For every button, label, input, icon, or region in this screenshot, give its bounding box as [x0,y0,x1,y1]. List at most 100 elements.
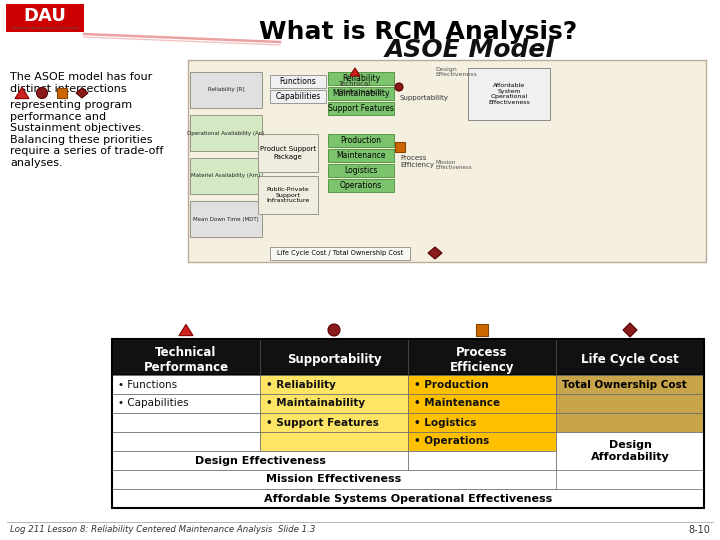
Bar [260,432,408,451]
Text: Affordable
System
Operational
Effectiveness: Affordable System Operational Effectiven… [488,83,530,105]
Bar [57,88,67,98]
Bar [112,394,260,413]
Text: Operational Availability (Ao): Operational Availability (Ao) [187,131,264,136]
Text: DAU: DAU [24,7,66,25]
Bar [328,87,394,100]
Text: Mission
Effectiveness: Mission Effectiveness [435,160,472,171]
Bar [112,470,556,489]
Bar [190,201,262,237]
Bar [328,72,394,85]
Circle shape [328,324,340,336]
Text: Life Cycle Cost / Total Ownership Cost: Life Cycle Cost / Total Ownership Cost [277,251,403,256]
Text: Supportability: Supportability [400,95,449,101]
Text: • Functions: • Functions [118,380,177,389]
Bar [328,102,394,115]
Bar [112,451,408,470]
Text: Operations: Operations [340,181,382,190]
Polygon shape [15,87,29,99]
Bar [328,149,394,162]
Circle shape [395,83,403,91]
Text: Design
Effectiveness: Design Effectiveness [435,66,477,77]
Text: Public-Private
Support
Infrastructure: Public-Private Support Infrastructure [266,187,310,203]
Text: Design
Affordability: Design Affordability [590,440,670,462]
Bar [468,68,550,120]
Text: Product Support
Package: Product Support Package [260,146,316,159]
Bar [328,179,394,192]
Bar [6,4,84,32]
Text: Materiel Availability (Am): Materiel Availability (Am) [192,173,261,179]
Bar [408,375,556,394]
Text: Capabilities: Capabilities [275,92,320,101]
Bar [556,413,704,432]
Bar [270,247,410,260]
Bar [408,413,556,432]
Text: Maintainability: Maintainability [332,89,390,98]
Bar [112,339,704,508]
Bar [556,375,704,394]
Bar [112,413,260,432]
Bar [556,432,704,470]
Bar [328,164,394,177]
Text: • Capabilities: • Capabilities [118,399,189,408]
Bar [328,134,394,147]
Text: Supportability: Supportability [287,353,382,366]
Polygon shape [428,247,442,259]
Bar [408,432,556,451]
Text: What is RCM Analysis?: What is RCM Analysis? [259,20,577,44]
Bar [190,115,262,151]
Bar [270,90,326,103]
Bar [556,432,704,451]
Text: Process
Efficiency: Process Efficiency [400,156,434,168]
Text: Technical
Performance: Technical Performance [143,346,228,374]
Bar [260,394,408,413]
Text: Design Effectiveness: Design Effectiveness [194,456,325,465]
Polygon shape [76,88,88,98]
Text: Technical
Performance: Technical Performance [338,82,382,94]
Text: Production: Production [341,136,382,145]
Polygon shape [623,323,637,337]
Bar [112,489,704,508]
Polygon shape [350,68,360,76]
Bar [190,72,262,108]
Text: Mean Down Time (MDT): Mean Down Time (MDT) [193,217,259,221]
Polygon shape [179,325,193,335]
Bar [190,158,262,194]
Text: Functions: Functions [279,77,316,86]
Bar [260,413,408,432]
Text: The ASOE model has four
distinct intersections: The ASOE model has four distinct interse… [10,72,152,93]
Bar [258,134,318,172]
Bar [395,142,405,152]
Text: • Reliability: • Reliability [266,380,336,389]
Text: • Maintenance: • Maintenance [414,399,500,408]
Text: Process
Efficiency: Process Efficiency [450,346,514,374]
Text: Affordable Systems Operational Effectiveness: Affordable Systems Operational Effective… [264,494,552,503]
Bar [476,324,488,336]
Text: 8-10: 8-10 [688,525,710,535]
Bar [112,375,260,394]
Text: • Support Features: • Support Features [266,417,379,428]
Text: Support Features: Support Features [328,104,394,113]
Text: representing program
performance and
Sustainment objectives.
Balancing these pri: representing program performance and Sus… [10,100,163,168]
Bar [112,339,704,375]
Text: Reliability: Reliability [342,74,380,83]
Bar [556,394,704,413]
Bar [408,451,556,470]
Text: Maintenance: Maintenance [336,151,386,160]
Text: Mission Effectiveness: Mission Effectiveness [266,475,402,484]
Text: Logistics: Logistics [344,166,378,175]
Bar [408,394,556,413]
Text: Log 211 Lesson 8: Reliability Centered Maintenance Analysis  Slide 1.3: Log 211 Lesson 8: Reliability Centered M… [10,525,315,535]
Circle shape [37,87,48,98]
Bar [260,375,408,394]
Text: • Maintainability: • Maintainability [266,399,365,408]
Bar [112,432,260,451]
Text: Life Cycle Cost: Life Cycle Cost [581,353,679,366]
Text: • Logistics: • Logistics [414,417,477,428]
Text: Total Ownership Cost: Total Ownership Cost [562,380,687,389]
Text: • Production: • Production [414,380,489,389]
Text: Defense Acquisition University: Defense Acquisition University [12,26,78,30]
Text: Reliability [R]: Reliability [R] [207,87,244,92]
Text: ASOE Model: ASOE Model [385,38,555,62]
Text: • Operations: • Operations [414,436,490,447]
Bar [188,60,706,262]
